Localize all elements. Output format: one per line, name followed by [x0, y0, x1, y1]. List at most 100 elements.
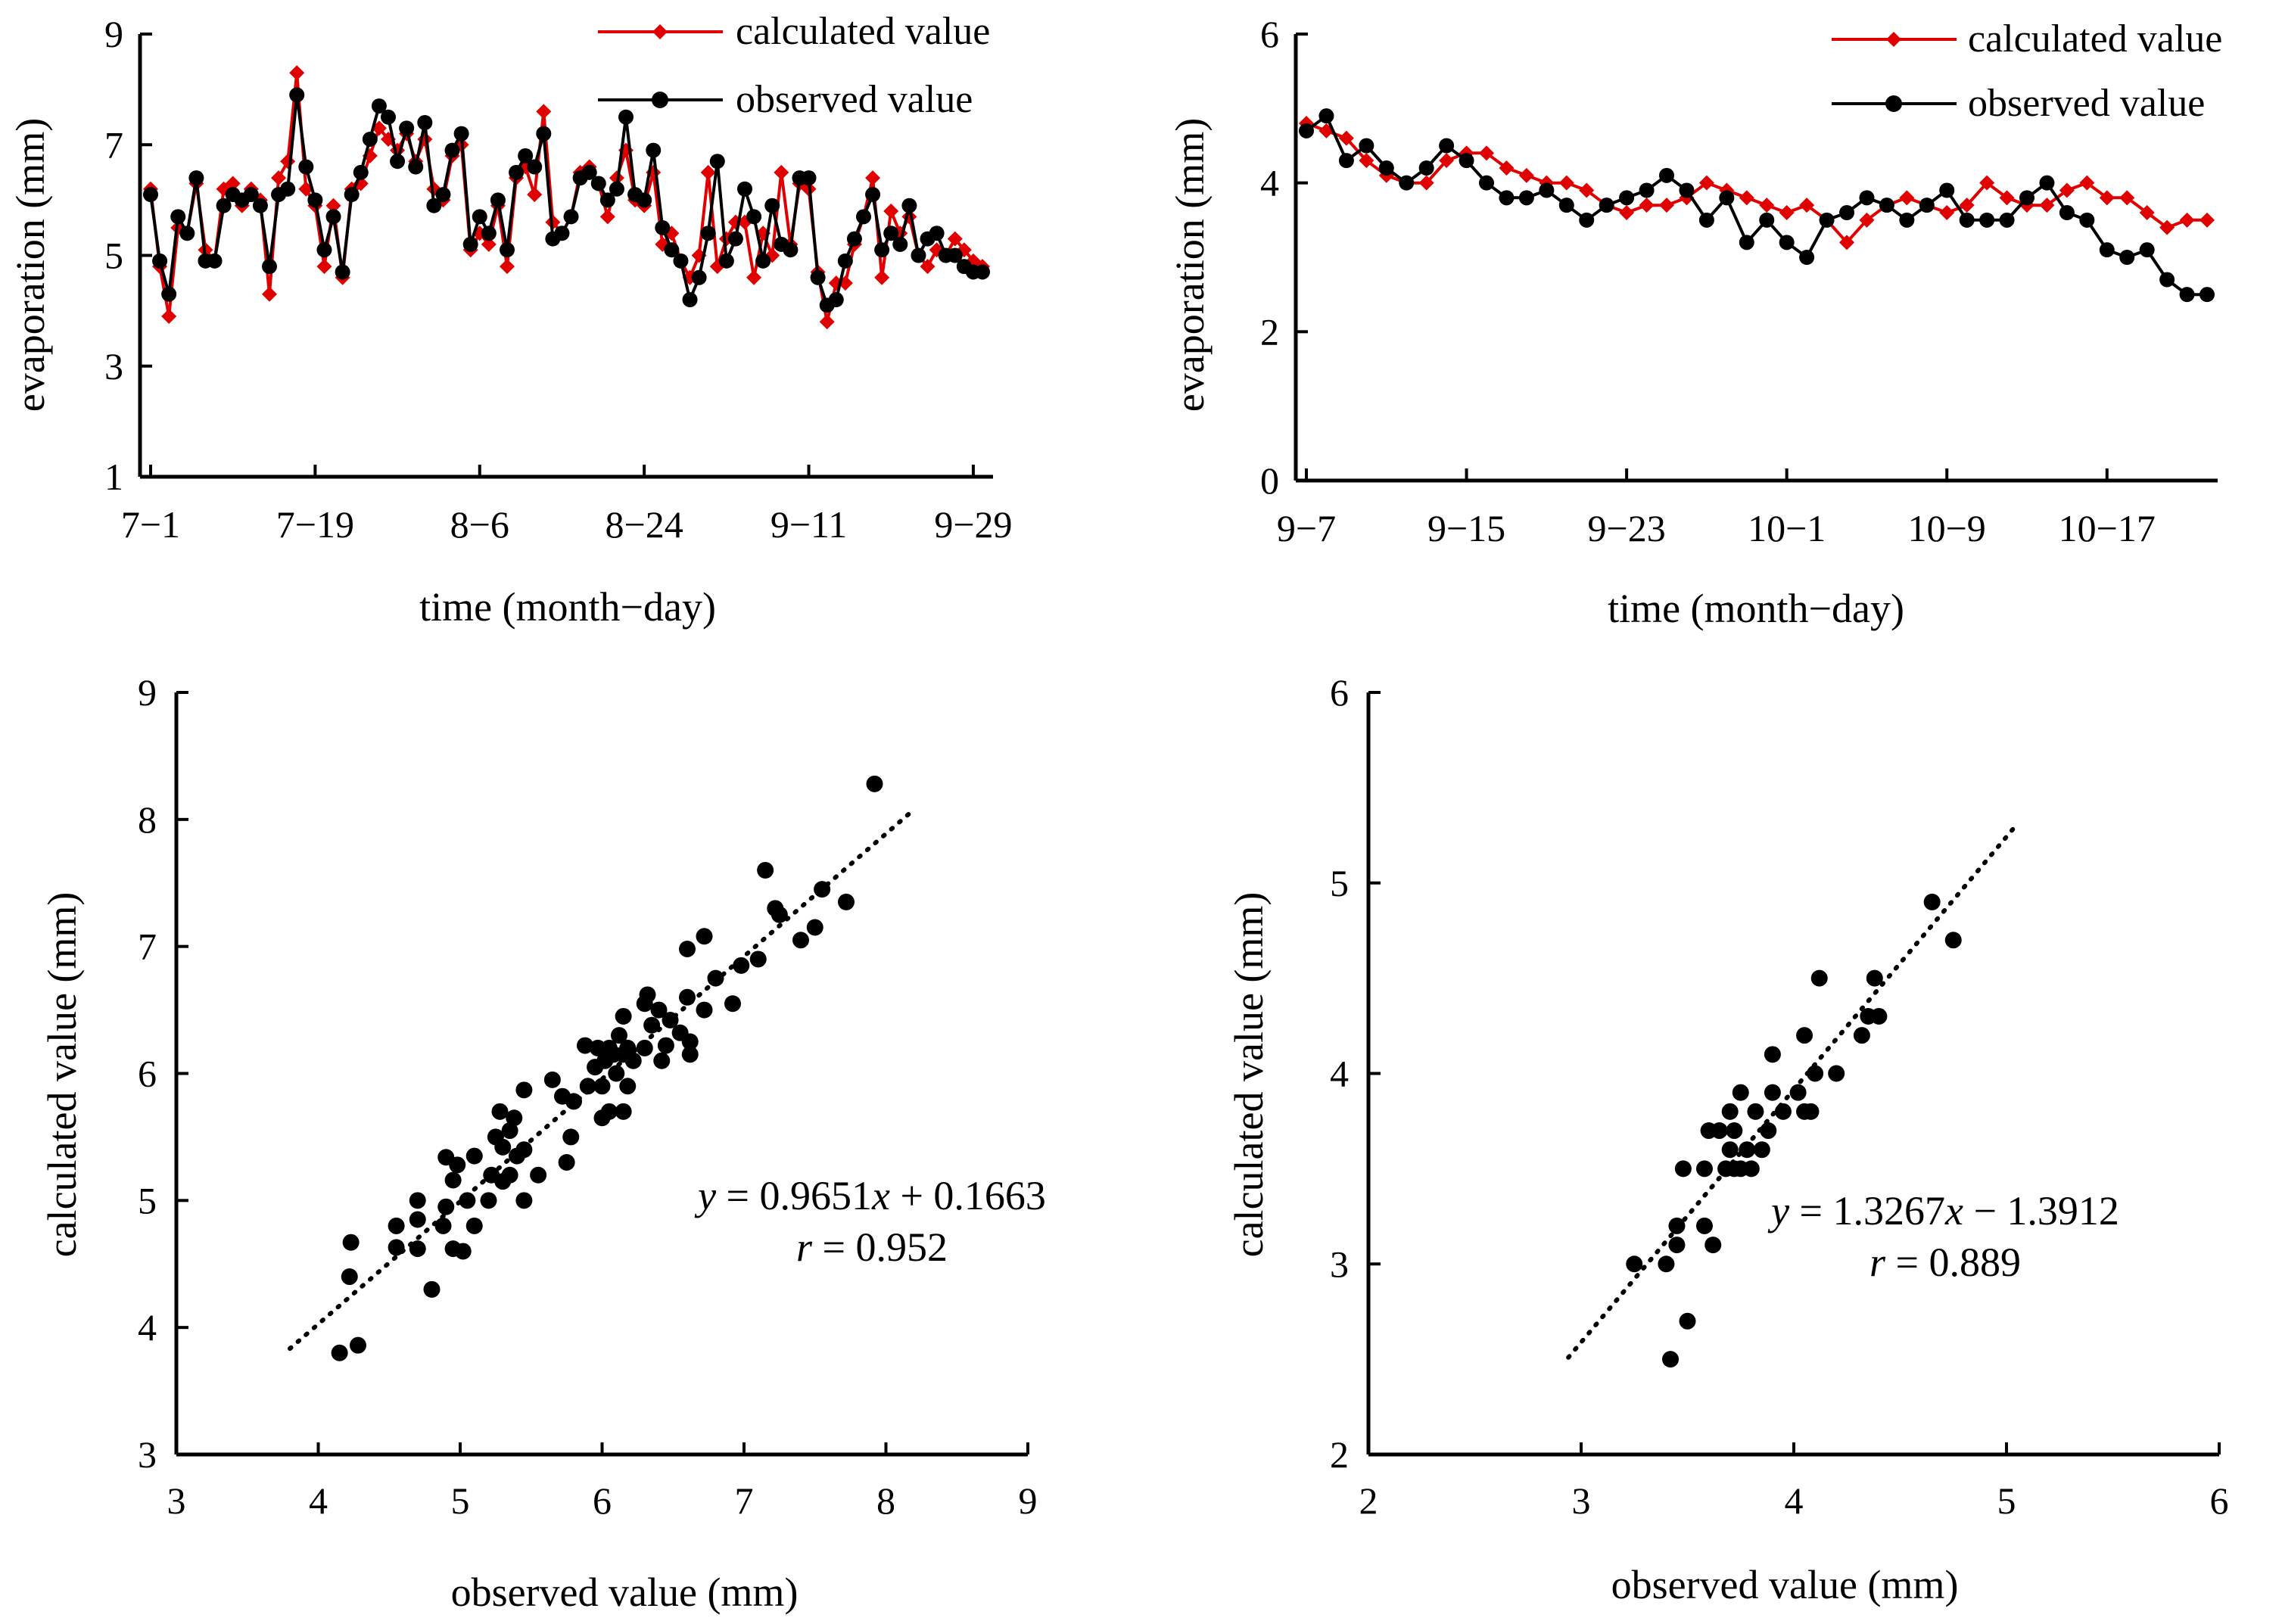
- sc1-data-point: [480, 1192, 497, 1209]
- ts2-calc-point: [1659, 198, 1674, 213]
- ts2-legend-obs-marker: [1885, 95, 1902, 112]
- ts2-legend-obs-label: observed value: [1968, 82, 2205, 125]
- sc2-data-point: [1760, 1122, 1777, 1140]
- sc1-eq-intercept: + 0.1663: [890, 1173, 1046, 1218]
- sc1-data-point: [615, 1007, 632, 1025]
- ts1-obs-point: [500, 242, 515, 258]
- sc1-data-point: [388, 1239, 405, 1256]
- sc2-data-point: [1732, 1084, 1749, 1101]
- sc2-data-point: [1704, 1237, 1722, 1254]
- sc2-data-point: [1866, 969, 1883, 987]
- ts1-obs-point: [599, 192, 615, 208]
- ts2-obs-point: [1318, 108, 1334, 124]
- sc2-data-point: [1828, 1065, 1845, 1082]
- sc2-data-point: [1721, 1141, 1739, 1159]
- ts1-obs-point: [846, 231, 862, 247]
- sc2-data-point: [1764, 1046, 1781, 1063]
- sc2-data-point: [1753, 1141, 1770, 1159]
- ts2-obs-point: [1619, 190, 1635, 206]
- ts1-x-axis-title: time (month−day): [419, 584, 716, 630]
- ts1-obs-point: [381, 109, 396, 125]
- ts1-legend-obs-label: observed value: [736, 78, 973, 121]
- sc1-data-point: [662, 1012, 679, 1029]
- sc2-data-point: [1764, 1084, 1781, 1101]
- ts1-obs-point: [856, 209, 871, 225]
- panel-scatter-sep-oct: calculated value (mm) observed value (mm…: [1226, 671, 2229, 1607]
- ts1-xtick-label: 8−24: [606, 503, 683, 546]
- ts1-obs-point: [289, 87, 305, 103]
- ts2-calc-point: [1799, 198, 1815, 213]
- sc1-data-point: [409, 1240, 426, 1258]
- sc2-data-point: [1774, 1103, 1792, 1120]
- sc1-r-var: r: [796, 1224, 813, 1270]
- ts1-obs-point: [362, 131, 378, 147]
- sc1-ytick-label: 7: [138, 926, 157, 968]
- ts1-obs-point: [298, 159, 314, 175]
- ts1-obs-point: [646, 142, 662, 158]
- sc1-equation: y = 0.9651x + 0.1663: [694, 1173, 1046, 1218]
- ts1-obs-point: [161, 286, 177, 302]
- ts1-calc-point: [316, 259, 332, 275]
- ts1-obs-point: [718, 253, 734, 269]
- ts1-calc-point: [700, 164, 716, 180]
- ts1-obs-point: [746, 209, 762, 225]
- ts2-obs-point: [1959, 212, 1975, 228]
- sc1-data-point: [515, 1081, 533, 1099]
- ts1-obs-point: [618, 109, 634, 125]
- sc1-xtick-label: 5: [451, 1479, 470, 1522]
- ts2-calc-point: [2159, 219, 2175, 235]
- sc2-eq-y: y: [1767, 1188, 1789, 1234]
- sc2-equation: y = 1.3267x − 1.3912: [1767, 1188, 2119, 1234]
- ts2-obs-point: [1698, 212, 1714, 228]
- ts2-calc-point: [1518, 167, 1534, 183]
- sc1-data-point: [619, 1078, 637, 1095]
- sc1-data-point: [543, 1071, 561, 1088]
- ts2-calc-point: [1639, 198, 1655, 213]
- sc2-xtick-label: 5: [1997, 1479, 2016, 1522]
- ts2-obs-point: [1479, 175, 1494, 191]
- ts1-xtick-label: 7−1: [121, 503, 180, 546]
- ts1-obs-point: [865, 187, 881, 203]
- sc1-data-point: [437, 1198, 455, 1215]
- ts1-obs-point: [929, 226, 945, 241]
- sc1-data-point: [350, 1336, 366, 1354]
- sc1-eq-x: x: [871, 1173, 890, 1218]
- ts1-obs-point: [207, 253, 223, 269]
- sc1-data-point: [577, 1037, 593, 1054]
- ts2-obs-point: [1299, 123, 1314, 138]
- sc1-data-point: [423, 1280, 441, 1298]
- ts1-obs-point: [682, 292, 698, 307]
- sc1-xtick-label: 3: [167, 1479, 186, 1522]
- ts2-calc-point: [1439, 153, 1455, 169]
- ts2-calc-point: [1619, 205, 1635, 220]
- ts2-series-obs-line: [1305, 114, 2207, 297]
- sc1-data-point: [501, 1122, 518, 1140]
- ts2-calc-point: [1479, 145, 1494, 161]
- sc2-data-point: [1626, 1255, 1643, 1273]
- ts1-xtick-label: 9−29: [934, 503, 1012, 546]
- ts1-ytick-label: 3: [104, 345, 123, 387]
- ts1-obs-point: [892, 236, 908, 252]
- ts2-obs-point: [1759, 212, 1775, 228]
- sc1-data-point: [757, 861, 774, 879]
- ts2-obs-point: [1639, 182, 1655, 198]
- ts1-obs-point: [408, 159, 424, 175]
- ts1-calc-point: [883, 204, 899, 219]
- ts1-obs-point: [975, 264, 990, 280]
- sc1-data-point: [593, 1078, 611, 1095]
- ts1-obs-point: [335, 264, 350, 280]
- sc2-eq-slope: = 1.3267: [1789, 1188, 1945, 1234]
- sc2-ytick-label: 4: [1330, 1053, 1349, 1095]
- ts2-xtick-label: 9−23: [1588, 507, 1666, 549]
- sc1-ytick-label: 9: [138, 671, 157, 714]
- ts1-obs-point: [527, 159, 543, 175]
- sc1-eq-slope: = 0.9651: [716, 1173, 872, 1218]
- ts1-legend-calc-label: calculated value: [736, 10, 990, 53]
- ts1-obs-point: [764, 198, 780, 213]
- ts1-legend-obs-marker: [652, 92, 668, 108]
- ts1-obs-point: [901, 198, 917, 213]
- ts1-obs-point: [390, 154, 406, 170]
- ts1-ytick-label: 1: [104, 456, 123, 498]
- panel-scatter-jul-sep: calculated value (mm) observed value (mm…: [39, 671, 1046, 1615]
- sc2-data-point: [1810, 969, 1828, 987]
